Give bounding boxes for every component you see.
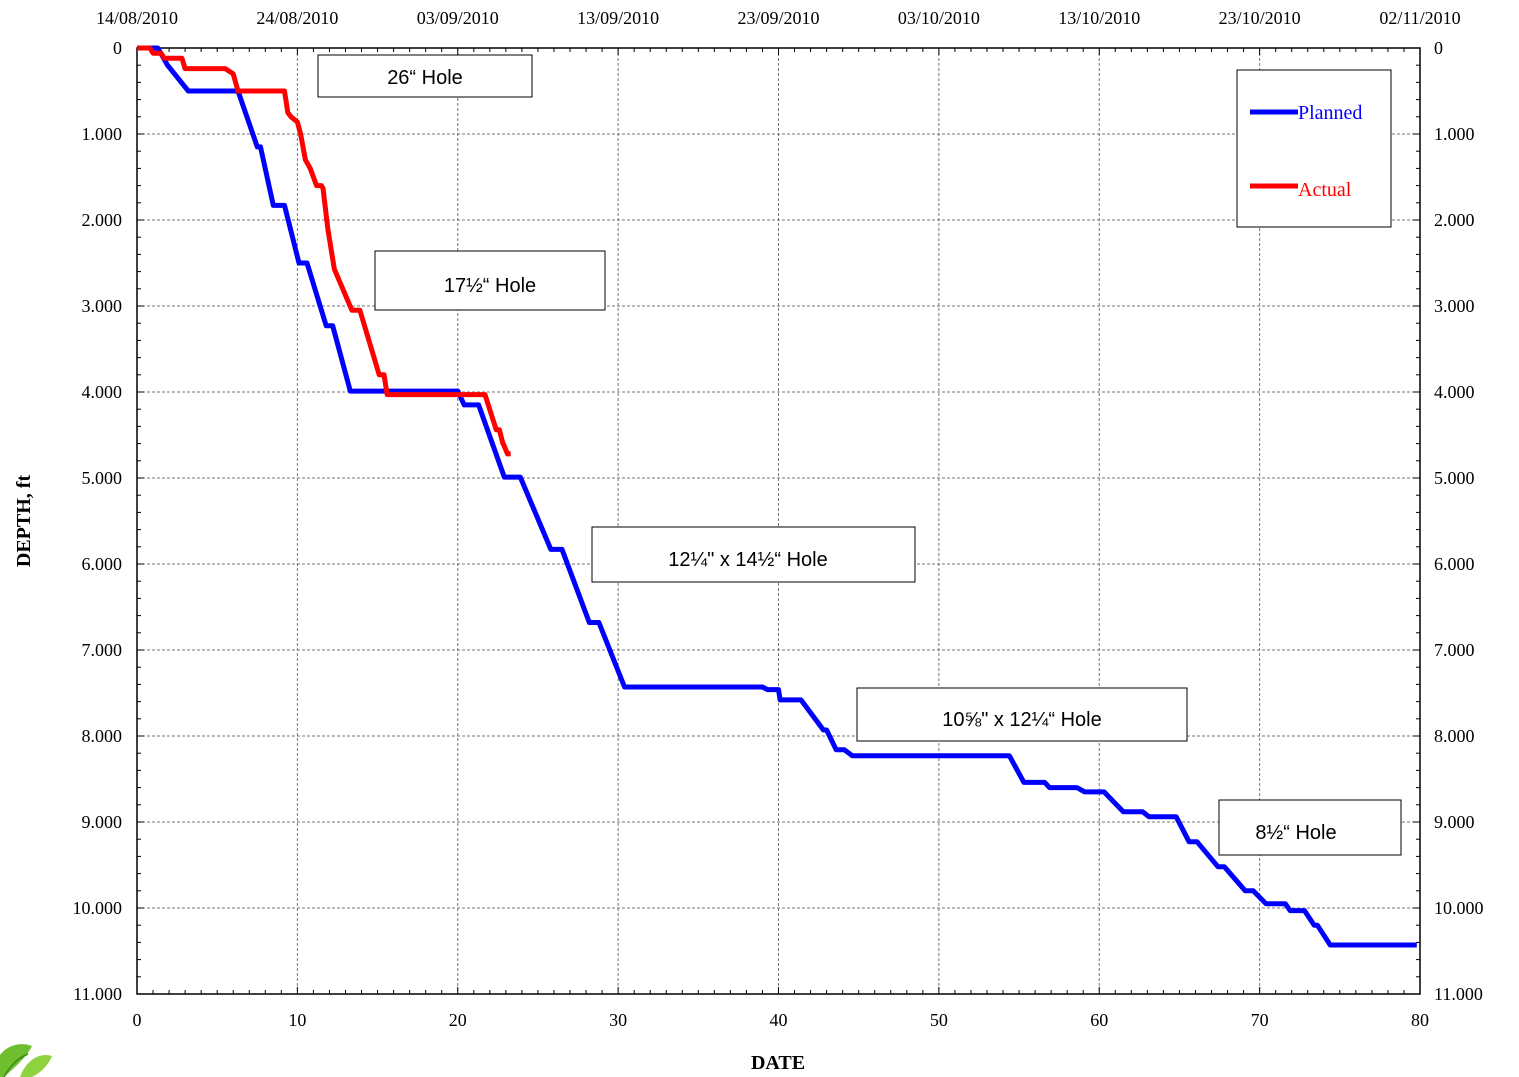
x-tick-label: 10: [288, 1010, 306, 1030]
y-tick-label-right: 9.000: [1434, 812, 1475, 832]
x-tick-label: 20: [449, 1010, 467, 1030]
y-tick-label-right: 8.000: [1434, 726, 1475, 746]
top-date-label: 02/11/2010: [1379, 8, 1460, 28]
y-tick-label-right: 2.000: [1434, 210, 1475, 230]
legend: Planned Actual: [1236, 69, 1392, 228]
leaf-logo-icon: [0, 1044, 52, 1077]
y-tick-label-left: 7.000: [82, 640, 123, 660]
annotation-17-5-hole: 17½“ Hole: [374, 250, 606, 311]
y-tick-label-right: 0: [1434, 38, 1443, 58]
x-tick-label: 30: [609, 1010, 627, 1030]
annotation-17-5-hole-label: 17½“ Hole: [444, 275, 536, 297]
annotation-12-25-x-14-5-hole-label: 12¼" x 14½“ Hole: [668, 549, 827, 571]
y-tick-label-right: 4.000: [1434, 382, 1475, 402]
y-tick-label-left: 10.000: [73, 898, 123, 918]
series: [137, 45, 1417, 948]
top-date-label: 13/10/2010: [1058, 8, 1140, 28]
annotation-10-625-x-12-25-hole: 10⅝" x 12¼“ Hole: [856, 687, 1188, 742]
y-tick-label-left: 5.000: [82, 468, 123, 488]
y-tick-label-left: 4.000: [82, 382, 123, 402]
annotation-26-hole-label: 26“ Hole: [387, 67, 463, 89]
series-line-planned: [137, 45, 1417, 948]
legend-planned-label: Planned: [1298, 102, 1362, 124]
y-tick-label-left: 6.000: [82, 554, 123, 574]
series-line-actual: [137, 45, 511, 457]
x-tick-label: 0: [133, 1010, 142, 1030]
y-tick-label-left: 1.000: [82, 124, 123, 144]
x-tick-label: 40: [770, 1010, 788, 1030]
y-tick-label-left: 3.000: [82, 296, 123, 316]
top-date-label: 23/09/2010: [737, 8, 819, 28]
top-date-label: 24/08/2010: [256, 8, 338, 28]
y-tick-label-left: 0: [113, 38, 122, 58]
annotation-8-5-hole-label: 8½“ Hole: [1255, 822, 1336, 844]
top-date-label: 03/09/2010: [417, 8, 499, 28]
annotation-12-25-x-14-5-hole: 12¼" x 14½“ Hole: [591, 526, 916, 583]
top-date-label: 14/08/2010: [96, 8, 178, 28]
annotation-26-hole: 26“ Hole: [317, 54, 533, 98]
y-tick-label-left: 2.000: [82, 210, 123, 230]
legend-actual-label: Actual: [1298, 179, 1352, 201]
y-tick-label-right: 3.000: [1434, 296, 1475, 316]
top-date-label: 13/09/2010: [577, 8, 659, 28]
y-tick-label-right: 5.000: [1434, 468, 1475, 488]
x-tick-label: 80: [1411, 1010, 1429, 1030]
y-tick-label-left: 11.000: [73, 984, 122, 1004]
y-tick-label-left: 8.000: [82, 726, 123, 746]
y-tick-label-right: 1.000: [1434, 124, 1475, 144]
x-axis-title: DATE: [751, 1052, 805, 1074]
x-tick-label: 70: [1251, 1010, 1269, 1030]
x-tick-label: 50: [930, 1010, 948, 1030]
top-date-label: 23/10/2010: [1219, 8, 1301, 28]
y-tick-label-left: 9.000: [82, 812, 123, 832]
top-date-label: 03/10/2010: [898, 8, 980, 28]
y-tick-label-right: 11.000: [1434, 984, 1483, 1004]
y-tick-label-right: 7.000: [1434, 640, 1475, 660]
x-tick-label: 60: [1090, 1010, 1108, 1030]
tick-labels: 0 10 20 30 40 50 60 70 80 14/08/2010 24/08/2010 03/…: [73, 8, 1484, 1030]
annotation-8-5-hole: 8½“ Hole: [1218, 799, 1402, 856]
y-axis-title: DEPTH, ft: [13, 475, 35, 568]
y-tick-label-right: 6.000: [1434, 554, 1475, 574]
annotation-10-625-x-12-25-hole-label: 10⅝" x 12¼“ Hole: [942, 709, 1101, 731]
plot-area-frame: [136, 47, 1421, 995]
y-tick-label-right: 10.000: [1434, 898, 1484, 918]
